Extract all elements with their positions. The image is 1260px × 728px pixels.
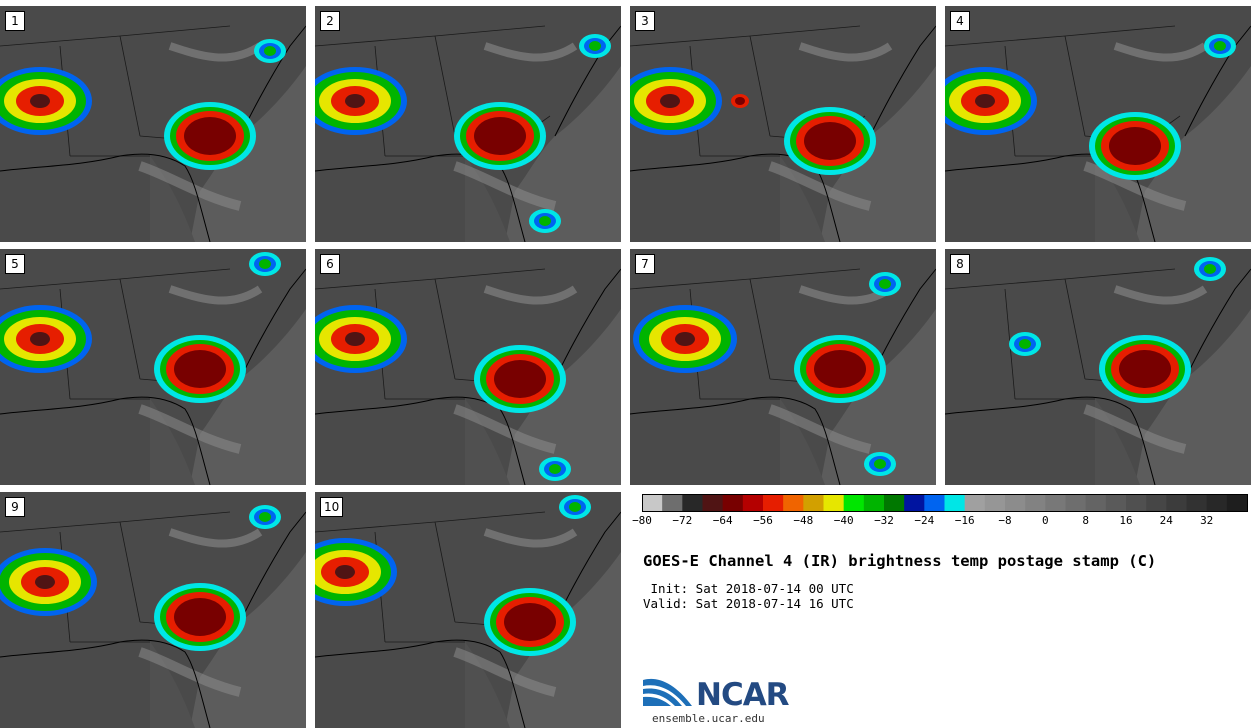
satellite-ir-map <box>945 249 1251 485</box>
postage-stamp-panel: 1 <box>0 6 306 242</box>
colorbar-tick-label: −48 <box>793 514 814 527</box>
colorbar-swatch <box>1045 495 1066 511</box>
satellite-ir-map <box>0 249 306 485</box>
satellite-ir-map <box>630 6 936 242</box>
panel-number-label: 10 <box>320 497 344 517</box>
colorbar-swatch <box>682 495 703 511</box>
postage-stamp-panel: 8 <box>945 249 1251 485</box>
colorbar-tick-label: −16 <box>954 514 975 527</box>
colorbar-swatch <box>803 495 824 511</box>
colorbar-tick-label: −64 <box>712 514 733 527</box>
colorbar-tick-label: −24 <box>914 514 935 527</box>
satellite-ir-map <box>945 6 1251 242</box>
postage-stamp-panel: 9 <box>0 492 306 728</box>
postage-stamp-panel: 7 <box>630 249 936 485</box>
satellite-ir-map <box>0 6 306 242</box>
colorbar-swatch <box>1226 495 1248 511</box>
postage-stamp-panel: 6 <box>315 249 621 485</box>
colorbar-swatch <box>924 495 945 511</box>
colorbar-swatch <box>1166 495 1187 511</box>
colorbar-tick-label: −56 <box>753 514 773 527</box>
ncar-logo: NCAR ensemble.ucar.edu <box>642 670 802 728</box>
panel-number-label: 7 <box>635 254 655 274</box>
colorbar-tick-label: −8 <box>998 514 1012 527</box>
colorbar-swatch <box>1005 495 1026 511</box>
colorbar-tick-label: −80 <box>632 514 652 527</box>
panel-number-label: 9 <box>5 497 25 517</box>
panel-number-label: 2 <box>320 11 340 31</box>
colorbar-swatch <box>642 495 663 511</box>
colorbar-swatch <box>944 495 966 511</box>
colorbar-swatch <box>1025 495 1046 511</box>
ncar-logo-text: NCAR <box>696 677 790 713</box>
init-time: Init: Sat 2018-07-14 00 UTC <box>643 581 854 596</box>
satellite-ir-map <box>315 249 621 485</box>
colorbar-tick-label: −32 <box>874 514 894 527</box>
satellite-ir-map <box>0 492 306 728</box>
postage-stamp-panel: 2 <box>315 6 621 242</box>
panel-number-label: 8 <box>950 254 970 274</box>
colorbar-swatch <box>742 495 764 511</box>
colorbar-swatch <box>702 495 724 511</box>
panel-number-label: 4 <box>950 11 970 31</box>
colorbar-swatch <box>823 495 845 511</box>
colorbar-tick-label: 16 <box>1119 514 1133 527</box>
colorbar-swatch <box>1146 495 1167 511</box>
postage-stamp-panel: 4 <box>945 6 1251 242</box>
satellite-ir-map <box>315 6 621 242</box>
colorbar-swatch <box>964 495 986 511</box>
panel-number-label: 6 <box>320 254 340 274</box>
colorbar-swatch <box>984 495 1006 511</box>
colorbar-swatch <box>884 495 905 511</box>
postage-stamp-panel: 5 <box>0 249 306 485</box>
colorbar-swatch <box>1126 495 1147 511</box>
colorbar-swatch <box>863 495 885 511</box>
colorbar-swatch <box>843 495 865 511</box>
ensemble-url: ensemble.ucar.edu <box>652 712 765 725</box>
figure-title: GOES-E Channel 4 (IR) brightness temp po… <box>643 552 1157 570</box>
colorbar-swatch <box>1065 495 1087 511</box>
panel-number-label: 3 <box>635 11 655 31</box>
colorbar-swatch <box>1186 495 1208 511</box>
colorbar-swatch <box>1206 495 1228 511</box>
colorbar <box>642 494 1248 512</box>
colorbar-tick-label: 0 <box>1041 514 1049 527</box>
panel-number-label: 1 <box>5 11 25 31</box>
colorbar-swatch <box>1105 495 1127 511</box>
satellite-ir-map <box>630 249 936 485</box>
postage-stamp-panel: 10 <box>315 492 621 728</box>
colorbar-tick-label: −72 <box>672 514 693 527</box>
colorbar-tick-label: 32 <box>1200 514 1214 527</box>
colorbar-tick-label: 24 <box>1159 514 1173 527</box>
panel-number-label: 5 <box>5 254 25 274</box>
colorbar-swatch <box>904 495 925 511</box>
colorbar-swatch <box>763 495 784 511</box>
colorbar-tick-label: 8 <box>1082 514 1089 527</box>
colorbar-swatch <box>662 495 683 511</box>
colorbar-swatch <box>722 495 744 511</box>
ncar-logo-icon <box>643 678 692 706</box>
colorbar-labels: −80 −72 −64 −56 −48 −40 −32 −24 −16 −8 0 8 16 24 32 <box>632 514 1252 530</box>
satellite-ir-map <box>315 492 621 728</box>
postage-stamp-panel: 3 <box>630 6 936 242</box>
colorbar-swatch <box>1085 495 1107 511</box>
colorbar-swatch <box>783 495 804 511</box>
colorbar-frame <box>642 494 1248 512</box>
valid-time: Valid: Sat 2018-07-14 16 UTC <box>643 596 854 611</box>
colorbar-tick-label: −40 <box>833 514 854 527</box>
